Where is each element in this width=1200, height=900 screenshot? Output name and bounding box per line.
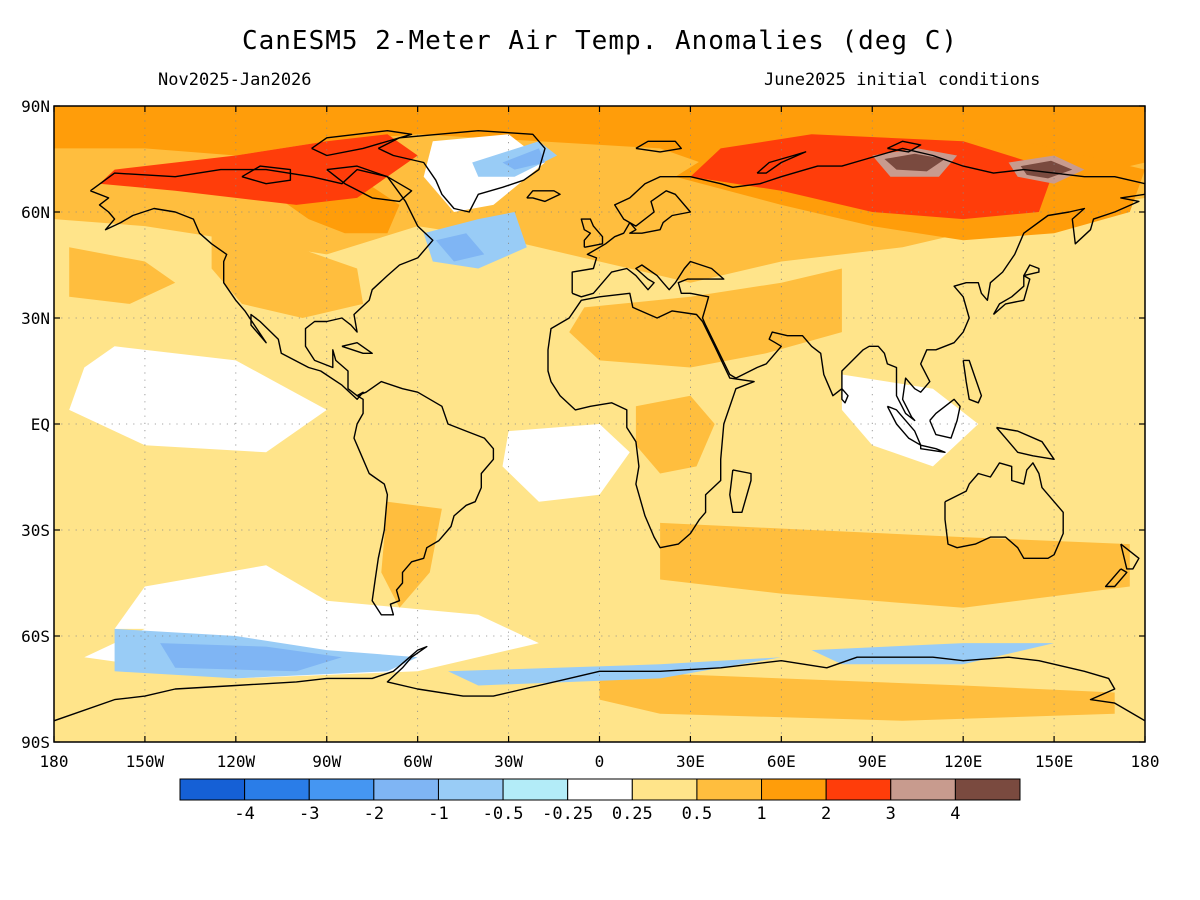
- coastline-greenland: [377, 129, 546, 213]
- anomaly-region-greenland-core: [502, 148, 545, 170]
- colorbar-label: 1: [756, 804, 766, 824]
- lon-label: 90E: [858, 752, 887, 771]
- colorbar-label: -0.25: [542, 804, 593, 824]
- coastline-new-guinea: [995, 426, 1055, 460]
- colorbar-label: 0.5: [682, 804, 713, 824]
- colorbar-label: 2: [821, 804, 831, 824]
- coastline-borneo: [929, 398, 961, 439]
- anomaly-region-n-america: [211, 233, 364, 318]
- map-title: CanESM5 2-Meter Air Temp. Anomalies (deg…: [241, 26, 959, 56]
- coastline-severnaya-zemlya: [887, 140, 922, 153]
- colorbar-swatch: [179, 778, 246, 801]
- coastline-japan: [992, 274, 1031, 316]
- colorbar-label: -3: [299, 804, 319, 824]
- colorbar-swatch: [567, 778, 633, 801]
- lat-label: 30N: [21, 309, 50, 328]
- anomaly-region-s-america: [381, 501, 442, 608]
- anomaly-region-tropical-atlantic: [502, 424, 630, 502]
- lat-label: EQ: [31, 415, 50, 434]
- lat-label: 90S: [21, 733, 50, 752]
- coastline-novaya-zemlya: [756, 151, 807, 174]
- colorbar-label: 4: [950, 804, 960, 824]
- colorbar: -4 -3 -2 -1 -0.5 -0.25 0.25 0.5 1 2 3 4: [179, 778, 1021, 824]
- lon-label: 60E: [767, 752, 796, 771]
- colorbar-label: 3: [886, 804, 896, 824]
- coastline-antarctica: [54, 645, 1145, 722]
- coastline-new-zealand: [1120, 543, 1140, 570]
- anomaly-region-n-africa-asia: [569, 268, 842, 368]
- coastline-cuba: [341, 342, 373, 354]
- coastline-australia: [944, 462, 1064, 559]
- coastline-java: [920, 444, 946, 453]
- coastline-iceland: [526, 190, 561, 203]
- lon-label: 120W: [217, 752, 256, 771]
- colorbar-label: -0.5: [483, 804, 524, 824]
- coastline-philippines: [962, 359, 983, 404]
- lon-label: 0: [595, 752, 605, 771]
- forecast-period: Nov2025-Jan2026: [158, 70, 312, 90]
- lon-label: 120E: [944, 752, 983, 771]
- lon-label: 30W: [494, 752, 523, 771]
- coastline-madagascar: [729, 469, 752, 513]
- colorbar-label: -2: [364, 804, 384, 824]
- colorbar-label: -1: [428, 804, 448, 824]
- colorbar-label: 0.25: [612, 804, 653, 824]
- colorbar-swatch: [954, 778, 1021, 801]
- coastline-north-america: [89, 168, 434, 400]
- colorbar-swatch: [373, 778, 439, 801]
- anomaly-region-n-pacific-w: [69, 247, 176, 304]
- colorbar-swatch: [761, 778, 827, 801]
- anomaly-region-antarctica: [599, 671, 1115, 721]
- anomaly-region-n-atlantic-core: [435, 233, 485, 262]
- anomaly-region-amundsen-cool: [811, 643, 1055, 665]
- colorbar-swatch: [631, 778, 698, 801]
- anomaly-field: [54, 106, 1145, 742]
- colorbar-swatch: [308, 778, 375, 801]
- coastline-hokkaido: [1023, 264, 1040, 277]
- anomaly-region-s-ocean-core: [160, 643, 342, 672]
- coastline-south-america: [353, 380, 495, 616]
- initial-conditions: June2025 initial conditions: [764, 70, 1041, 90]
- lat-label: 90N: [21, 97, 50, 116]
- anomaly-region-tropical-e-pacific: [69, 346, 327, 453]
- lat-label: 60S: [21, 627, 50, 646]
- coastline-eurasia: [571, 147, 1145, 422]
- lat-label: 60N: [21, 203, 50, 222]
- coastline-sri-lanka: [841, 388, 849, 404]
- coastlines: [54, 129, 1145, 722]
- lon-label: 30E: [676, 752, 705, 771]
- anomaly-region-siberia-core: [690, 134, 1055, 220]
- colorbar-swatch: [825, 778, 892, 801]
- anomaly-region-indian-e: [841, 374, 979, 467]
- lat-label: 30S: [21, 521, 50, 540]
- lon-label: 150W: [126, 752, 165, 771]
- colorbar-swatch: [696, 778, 763, 801]
- coastline-great-britain: [580, 218, 604, 248]
- lon-label: 90W: [312, 752, 341, 771]
- anomaly-region-central-africa: [635, 395, 715, 474]
- coastline-africa: [547, 292, 755, 549]
- coastline-new-zealand-south: [1104, 568, 1128, 588]
- coastline-svalbard: [635, 140, 682, 153]
- coastline-victoria-island: [241, 165, 292, 185]
- coastline-baffin-island: [326, 165, 413, 203]
- lon-label: 60W: [403, 752, 432, 771]
- colorbar-swatch: [244, 778, 310, 801]
- colorbar-label: -4: [234, 804, 254, 824]
- lon-label: 150E: [1035, 752, 1074, 771]
- colorbar-swatch: [890, 778, 956, 801]
- coastline-ellesmere: [311, 129, 413, 157]
- colorbar-swatch: [502, 778, 569, 801]
- anomaly-region-s-ocean-e: [660, 522, 1130, 608]
- lon-label: 180: [1131, 752, 1160, 771]
- lon-label: 180: [40, 752, 69, 771]
- anomaly-region-siberia-max-1: [884, 153, 945, 172]
- colorbar-swatch: [437, 778, 504, 801]
